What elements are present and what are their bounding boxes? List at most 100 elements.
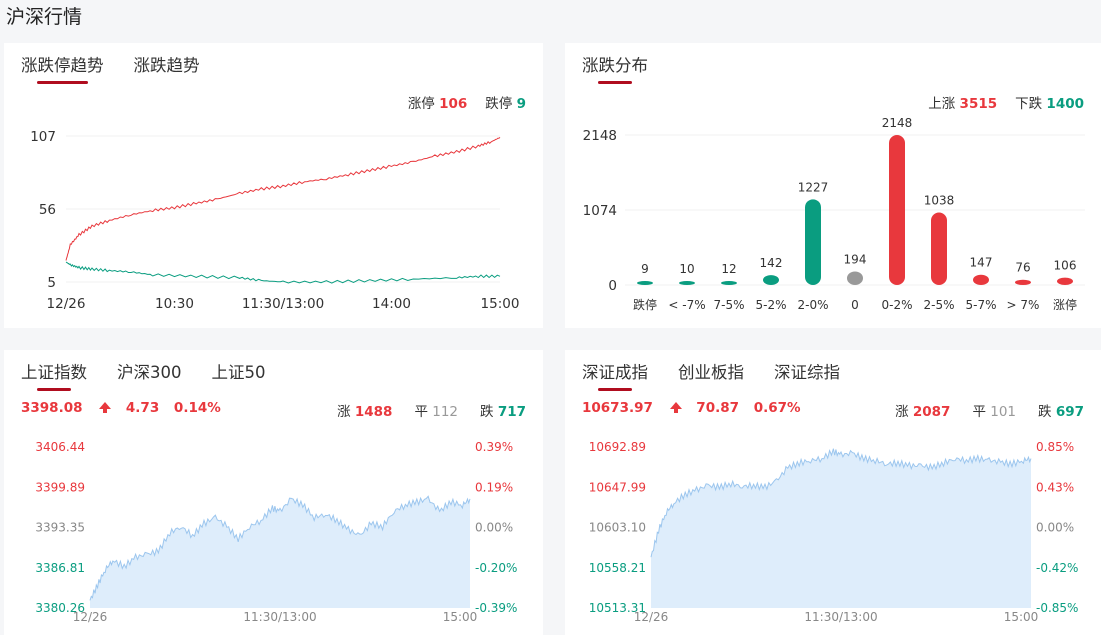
y-tick-label: 3386.81 — [35, 561, 85, 575]
sz-index-tabs: 深证成指 创业板指 深证综指 — [582, 359, 870, 391]
limit-stats: 涨停 106 跌停 9 — [390, 92, 526, 112]
limit-trend-card: 涨跌停趋势 涨跌趋势 涨停 106 跌停 9 5 56 107 12/26 10:30 11… — [4, 43, 543, 328]
tab-szse-composite[interactable]: 深证综指 — [774, 363, 840, 382]
limit-up-label: 涨停 — [407, 96, 435, 112]
x-tick-label: 11:30/13:00 — [242, 296, 324, 312]
y-tick-label: 2148 — [583, 128, 617, 144]
bar — [1015, 279, 1031, 285]
y-tick-label: 0 — [608, 278, 617, 294]
limit-down-label: 跌停 — [485, 96, 513, 112]
x-tick-label: 15:00 — [1004, 610, 1039, 624]
bar-value-label: 142 — [760, 256, 783, 270]
category-label: 跌停 — [633, 297, 657, 312]
tab-up-down-trend[interactable]: 涨跌趋势 — [133, 56, 200, 75]
category-label: > 7% — [1007, 298, 1040, 312]
category-label: 2-5% — [923, 298, 954, 312]
tab-szse-component[interactable]: 深证成指 — [582, 359, 648, 391]
x-tick-label: 15:00 — [443, 610, 478, 624]
bar — [805, 199, 821, 285]
sh-down-count: 717 — [497, 404, 526, 420]
index-line — [650, 448, 1032, 558]
bar — [637, 281, 653, 285]
y-tick-label: 56 — [39, 202, 56, 218]
x-tick-label: 12/26 — [47, 296, 86, 312]
sz-flat-label: 平 — [972, 404, 986, 420]
bar — [1057, 277, 1073, 285]
bar — [763, 275, 779, 285]
sz-index-price: 10673.97 — [582, 400, 653, 416]
pct-tick-label: 0.00% — [475, 521, 513, 535]
bar-value-label: 10 — [679, 262, 694, 276]
rise-value: 3515 — [959, 96, 998, 112]
bar-value-label: 9 — [641, 262, 649, 276]
sh-up-count: 1488 — [354, 404, 393, 420]
up-arrow-icon — [99, 402, 112, 413]
sh-down-label: 跌 — [480, 404, 494, 420]
y-tick-label: 3393.35 — [35, 521, 85, 535]
limit-up-value: 106 — [439, 96, 468, 112]
bar-value-label: 76 — [1015, 261, 1030, 275]
tab-csi300[interactable]: 沪深300 — [117, 363, 182, 382]
x-tick-label: 12/26 — [634, 610, 669, 624]
bar — [889, 135, 905, 285]
category-label: 0 — [851, 298, 859, 312]
y-tick-label: 10513.31 — [589, 601, 646, 615]
x-tick-label: 14:00 — [372, 296, 411, 312]
limit-down-line — [65, 261, 501, 284]
sh-index-change: 4.73 — [125, 400, 160, 416]
sh-flat-label: 平 — [414, 404, 428, 420]
sz-index-card: 深证成指 创业板指 深证综指 10673.97 70.87 0.67% 涨 20… — [565, 350, 1101, 635]
limit-down-value: 9 — [516, 96, 526, 112]
distribution-stats: 上涨 3515 下跌 1400 — [910, 92, 1084, 112]
bar — [847, 271, 863, 285]
tab-limit-trend[interactable]: 涨跌停趋势 — [21, 52, 104, 84]
pct-tick-label: 0.19% — [475, 480, 513, 494]
bar — [931, 212, 947, 285]
page-title: 沪深行情 — [6, 6, 83, 28]
pct-tick-label: 0.85% — [1036, 440, 1074, 454]
category-label: 5-2% — [755, 298, 786, 312]
bar-value-label: 1038 — [924, 194, 955, 208]
y-tick-label: 10692.89 — [589, 440, 646, 454]
sz-up-count: 2087 — [912, 404, 951, 420]
tab-distribution[interactable]: 涨跌分布 — [582, 52, 648, 84]
x-tick-label: 11:30/13:00 — [804, 610, 877, 624]
x-tick-label: 11:30/13:00 — [243, 610, 316, 624]
y-tick-label: 3380.26 — [35, 601, 85, 615]
category-label: 7-5% — [713, 298, 744, 312]
y-tick-label: 3399.89 — [35, 480, 85, 494]
category-label: 0-2% — [881, 298, 912, 312]
fall-value: 1400 — [1046, 96, 1084, 112]
category-label: < -7% — [668, 298, 705, 312]
pct-tick-label: -0.42% — [1036, 561, 1078, 575]
y-tick-label: 10603.10 — [589, 521, 646, 535]
distribution-chart: 0 1074 2148 9 跌停 10 < -7% 12 7-5% 142 5-2% 1227 2-0%… — [583, 116, 1085, 312]
up-arrow-icon — [669, 402, 682, 413]
tab-sse-composite[interactable]: 上证指数 — [21, 359, 87, 391]
bar-value-label: 12 — [721, 262, 736, 276]
category-label: 2-0% — [797, 298, 828, 312]
tab-sse50[interactable]: 上证50 — [211, 363, 266, 382]
pct-tick-label: 0.00% — [1036, 521, 1074, 535]
sh-index-price-group: 3398.08 — [21, 400, 112, 416]
pct-tick-label: -0.85% — [1036, 601, 1078, 615]
index-line — [89, 495, 471, 601]
bar — [973, 274, 989, 285]
bar-value-label: 1227 — [798, 180, 829, 194]
bar-value-label: 194 — [844, 252, 867, 266]
bar-value-label: 2148 — [882, 116, 913, 130]
tab-chinext[interactable]: 创业板指 — [678, 363, 744, 382]
bar — [721, 281, 737, 285]
sz-up-label: 涨 — [895, 404, 909, 420]
limit-trend-tabs: 涨跌停趋势 涨跌趋势 — [21, 52, 230, 84]
sh-flat-count: 112 — [432, 404, 459, 420]
y-tick-label: 1074 — [583, 203, 617, 219]
x-tick-label: 12/26 — [73, 610, 108, 624]
x-tick-label: 15:00 — [481, 296, 520, 312]
pct-tick-label: 0.43% — [1036, 480, 1074, 494]
y-tick-label: 5 — [47, 275, 56, 291]
sh-index-card: 上证指数 沪深300 上证50 3398.08 4.73 0.14% 涨 148… — [4, 350, 543, 635]
index-area — [90, 496, 470, 608]
category-label: 涨停 — [1053, 297, 1077, 312]
distribution-card: 涨跌分布 上涨 3515 下跌 1400 0 1074 2148 9 跌停 10 < -7% 1… — [565, 43, 1101, 328]
